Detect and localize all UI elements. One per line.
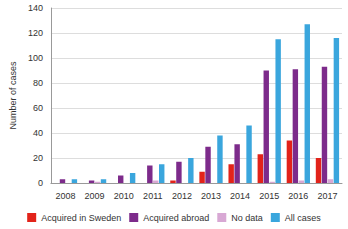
svg-text:2013: 2013 — [201, 191, 221, 201]
svg-text:100: 100 — [28, 53, 43, 63]
svg-text:40: 40 — [33, 128, 43, 138]
svg-text:2008: 2008 — [55, 191, 75, 201]
svg-text:All cases: All cases — [285, 213, 322, 223]
svg-text:Acquired in Sweden: Acquired in Sweden — [41, 213, 121, 223]
svg-text:Acquired abroad: Acquired abroad — [143, 213, 209, 223]
svg-text:2015: 2015 — [259, 191, 279, 201]
svg-text:2016: 2016 — [288, 191, 308, 201]
svg-text:120: 120 — [28, 28, 43, 38]
svg-text:2011: 2011 — [143, 191, 162, 201]
svg-text:140: 140 — [28, 3, 43, 13]
svg-text:0: 0 — [38, 178, 43, 188]
svg-text:Number of cases: Number of cases — [8, 61, 18, 130]
svg-text:20: 20 — [33, 153, 43, 163]
svg-text:2010: 2010 — [114, 191, 134, 201]
svg-text:No data: No data — [231, 213, 263, 223]
svg-text:60: 60 — [33, 103, 43, 113]
svg-text:2012: 2012 — [172, 191, 192, 201]
svg-text:80: 80 — [33, 78, 43, 88]
svg-text:2017: 2017 — [317, 191, 337, 201]
svg-text:2014: 2014 — [230, 191, 250, 201]
svg-text:2009: 2009 — [85, 191, 105, 201]
